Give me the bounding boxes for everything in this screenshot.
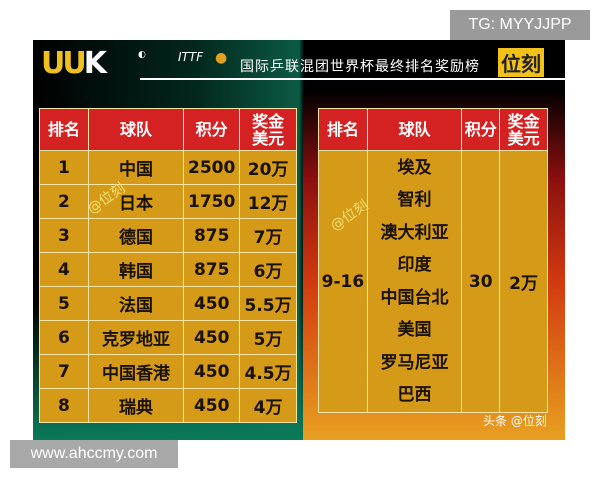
- column-header-rank: 排名: [39, 108, 89, 151]
- column-header-rank: 排名: [318, 108, 368, 151]
- prize-cell: 4万: [239, 388, 297, 423]
- table-row: 9-16 埃及 智利 澳大利亚 印度 中国台北 美国 罗马尼亚 巴西 30 2万: [318, 150, 548, 413]
- team-cell: 法国: [87, 286, 185, 321]
- team-name: 埃及: [397, 157, 432, 178]
- prize-cell: 7万: [239, 218, 297, 253]
- prize-cell: 5.5万: [239, 286, 297, 321]
- teams-cell: 埃及 智利 澳大利亚 印度 中国台北 美国 罗马尼亚 巴西: [366, 150, 463, 413]
- prize-cell: 2万: [499, 150, 548, 413]
- team-cell: 德国: [87, 218, 185, 253]
- points-cell: 875: [183, 218, 241, 253]
- points-cell: 1750: [183, 184, 241, 219]
- team-name: 印度: [397, 255, 432, 275]
- points-cell: 450: [183, 388, 241, 423]
- column-header-prize: 奖金美元: [239, 108, 297, 151]
- rank-cell: 9-16: [318, 150, 368, 413]
- table-row: 2 日本 1750 12万: [39, 184, 297, 219]
- rank-cell: 3: [39, 218, 89, 253]
- rank-cell: 1: [39, 150, 89, 185]
- points-cell: 2500: [183, 150, 241, 185]
- world-cup-logo: ◐: [138, 50, 146, 60]
- team-name: 巴西: [397, 385, 432, 405]
- team-name: 美国: [397, 320, 432, 340]
- credit-text: 头条 @位刻: [483, 414, 547, 428]
- title-divider: [140, 78, 565, 80]
- column-header-prize: 奖金美元: [499, 108, 548, 151]
- prize-cell: 4.5万: [239, 354, 297, 389]
- prize-cell: 12万: [239, 184, 297, 219]
- table-row: 8 瑞典 450 4万: [39, 388, 297, 423]
- ranking-poster: UUK ◐ ITTF ● 国际乒联混团世界杯最终排名奖励榜 位刻 排名 球队 积…: [33, 40, 565, 440]
- prize-cell: 5万: [239, 320, 297, 355]
- rank-cell: 6: [39, 320, 89, 355]
- team-cell: 日本: [87, 184, 185, 219]
- team-cell: 韩国: [87, 252, 185, 287]
- team-cell: 瑞典: [87, 388, 185, 423]
- points-cell: 450: [183, 286, 241, 321]
- uuk-logo: UUK: [41, 46, 107, 81]
- team-cell: 克罗地亚: [87, 320, 185, 355]
- rank-cell: 7: [39, 354, 89, 389]
- prize-cell: 6万: [239, 252, 297, 287]
- team-name: 智利: [397, 190, 432, 210]
- table-row: 4 韩国 875 6万: [39, 252, 297, 287]
- points-cell: 450: [183, 354, 241, 389]
- table-row: 1 中国 2500 20万: [39, 150, 297, 185]
- column-header-team: 球队: [87, 108, 185, 151]
- column-header-points: 积分: [183, 108, 241, 151]
- column-header-team: 球队: [366, 108, 463, 151]
- ranking-table-top8: 排名 球队 积分 奖金美元 1 中国 2500 20万 2 日本 1750 12万 3 德国 875…: [39, 108, 297, 423]
- points-cell: 30: [461, 150, 501, 413]
- brand-logo: 位刻: [498, 48, 544, 77]
- ranking-table-9-16: 排名 球队 积分 奖金美元 9-16 埃及 智利 澳大利亚 印度 中国台北 美国…: [318, 108, 548, 413]
- table-row: 5 法国 450 5.5万: [39, 286, 297, 321]
- team-name: 中国台北: [380, 287, 449, 308]
- overlay-tag-top: TG: MYYJJPP: [450, 10, 590, 40]
- team-name: 澳大利亚: [380, 222, 449, 243]
- points-cell: 875: [183, 252, 241, 287]
- table-row: 6 克罗地亚 450 5万: [39, 320, 297, 355]
- team-cell: 中国香港: [87, 354, 185, 389]
- overlay-site-url: www.ahccmy.com: [10, 440, 178, 468]
- rank-cell: 4: [39, 252, 89, 287]
- team-cell: 中国: [87, 150, 185, 185]
- rank-cell: 8: [39, 388, 89, 423]
- prize-cell: 20万: [239, 150, 297, 185]
- poster-title: 国际乒联混团世界杯最终排名奖励榜: [240, 59, 480, 75]
- ittf-logo: ITTF: [178, 50, 204, 64]
- rank-cell: 5: [39, 286, 89, 321]
- points-cell: 450: [183, 320, 241, 355]
- chengdu-logo: ●: [215, 50, 228, 66]
- rank-cell: 2: [39, 184, 89, 219]
- column-header-points: 积分: [461, 108, 501, 151]
- team-name: 罗马尼亚: [380, 352, 449, 373]
- table-row: 3 德国 875 7万: [39, 218, 297, 253]
- table-row: 7 中国香港 450 4.5万: [39, 354, 297, 389]
